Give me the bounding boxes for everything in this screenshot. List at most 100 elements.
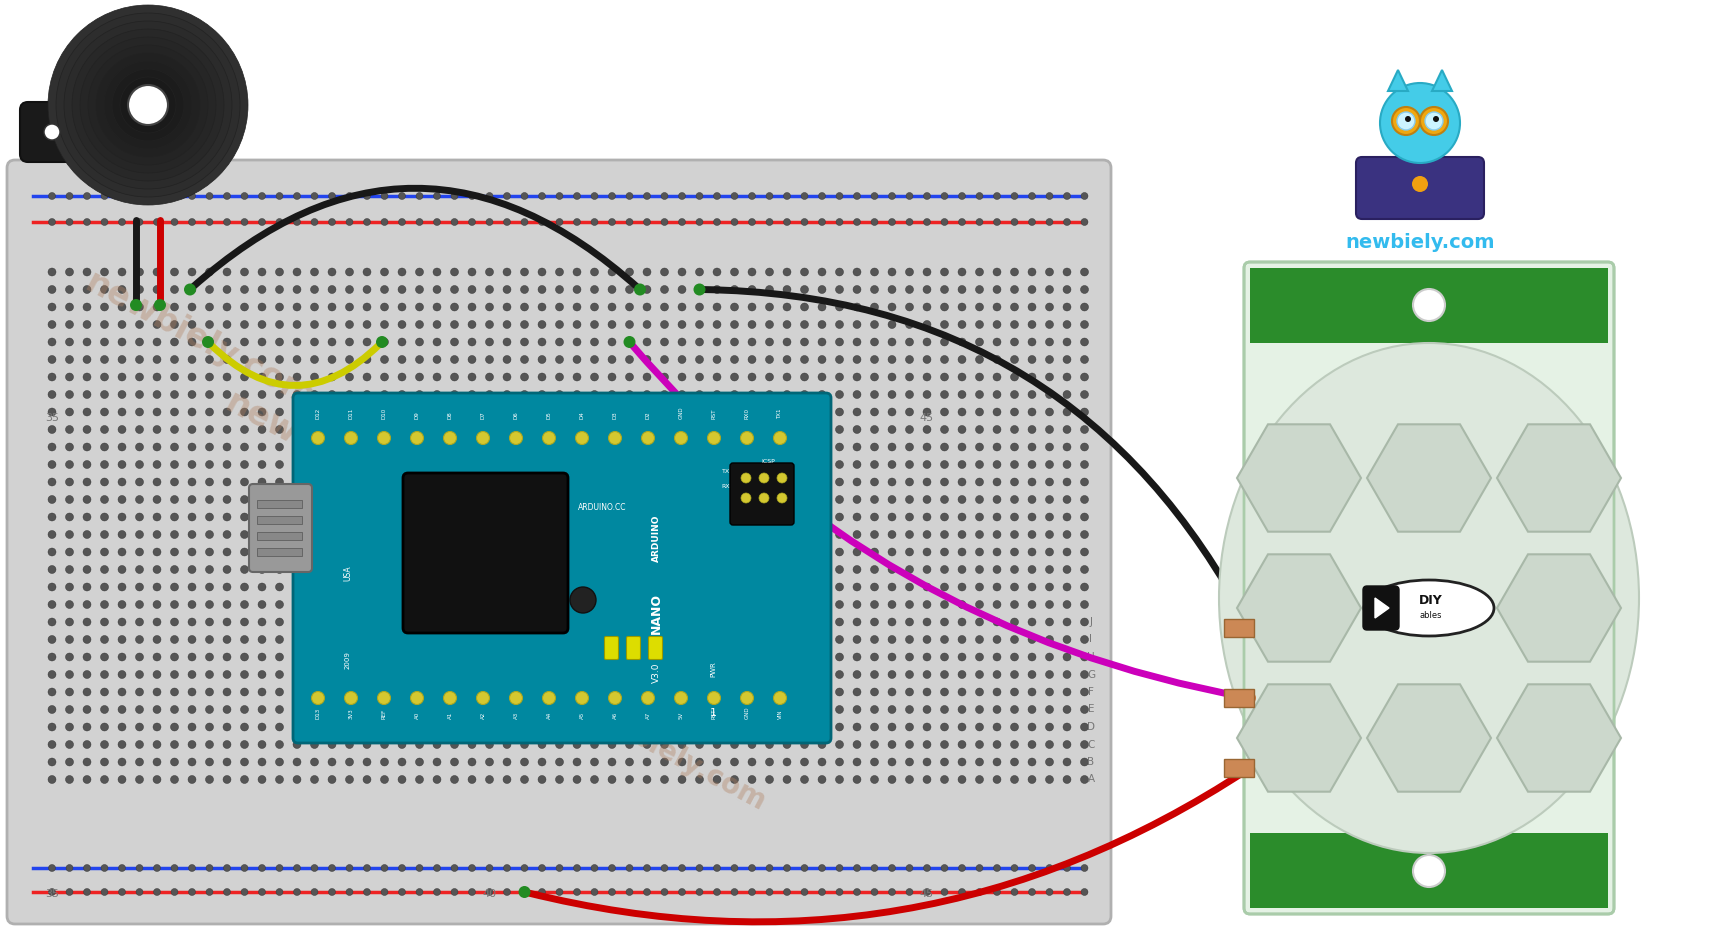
Circle shape	[678, 618, 685, 626]
Circle shape	[940, 618, 948, 626]
Circle shape	[696, 268, 704, 276]
Circle shape	[1029, 320, 1036, 328]
Circle shape	[154, 299, 166, 311]
Circle shape	[800, 303, 808, 311]
Circle shape	[1046, 495, 1053, 503]
Circle shape	[940, 775, 948, 784]
Circle shape	[573, 425, 581, 434]
Circle shape	[608, 723, 615, 731]
Circle shape	[432, 513, 441, 521]
Circle shape	[135, 723, 144, 731]
Circle shape	[608, 741, 615, 748]
Circle shape	[625, 478, 634, 486]
Circle shape	[504, 864, 511, 871]
Circle shape	[660, 670, 668, 678]
Circle shape	[502, 670, 511, 678]
Circle shape	[749, 356, 755, 363]
Circle shape	[311, 495, 318, 503]
Circle shape	[643, 775, 651, 784]
Circle shape	[415, 495, 424, 503]
Circle shape	[451, 219, 458, 225]
Circle shape	[84, 600, 91, 609]
Circle shape	[205, 670, 214, 678]
Circle shape	[853, 775, 861, 784]
Circle shape	[1046, 443, 1053, 451]
Circle shape	[65, 443, 73, 451]
Circle shape	[205, 741, 214, 748]
Circle shape	[959, 723, 966, 731]
Circle shape	[205, 531, 214, 538]
Circle shape	[222, 478, 231, 486]
Circle shape	[923, 443, 931, 451]
Circle shape	[591, 408, 598, 416]
Circle shape	[468, 670, 477, 678]
Circle shape	[1029, 373, 1036, 381]
Circle shape	[345, 566, 354, 573]
Circle shape	[345, 425, 354, 434]
FancyBboxPatch shape	[605, 636, 619, 659]
Circle shape	[258, 548, 267, 556]
Circle shape	[188, 391, 197, 398]
Circle shape	[65, 478, 73, 486]
Circle shape	[415, 531, 424, 538]
Circle shape	[468, 758, 477, 766]
Circle shape	[1029, 268, 1036, 276]
Circle shape	[451, 635, 458, 644]
Circle shape	[101, 618, 108, 626]
Circle shape	[171, 888, 178, 896]
Circle shape	[398, 670, 407, 678]
Circle shape	[222, 531, 231, 538]
Circle shape	[1010, 688, 1019, 696]
Circle shape	[555, 338, 564, 346]
Circle shape	[432, 285, 441, 294]
Circle shape	[432, 495, 441, 503]
FancyBboxPatch shape	[7, 160, 1111, 924]
Circle shape	[783, 192, 791, 200]
Circle shape	[137, 192, 144, 200]
Circle shape	[468, 653, 477, 661]
Circle shape	[959, 478, 966, 486]
Circle shape	[836, 775, 844, 784]
Circle shape	[48, 688, 56, 696]
Circle shape	[783, 356, 791, 363]
Circle shape	[345, 618, 354, 626]
Circle shape	[696, 408, 704, 416]
Circle shape	[923, 741, 931, 748]
Circle shape	[154, 548, 161, 556]
Circle shape	[118, 408, 126, 416]
Circle shape	[1010, 758, 1019, 766]
Circle shape	[258, 425, 267, 434]
Circle shape	[381, 653, 388, 661]
Circle shape	[940, 741, 948, 748]
Circle shape	[432, 653, 441, 661]
Circle shape	[362, 706, 371, 713]
Circle shape	[432, 338, 441, 346]
Circle shape	[502, 338, 511, 346]
Circle shape	[101, 495, 108, 503]
Circle shape	[783, 864, 791, 871]
Circle shape	[205, 373, 214, 381]
Text: A1: A1	[448, 711, 453, 719]
Circle shape	[906, 670, 914, 678]
Circle shape	[959, 513, 966, 521]
Circle shape	[275, 408, 284, 416]
Circle shape	[275, 460, 284, 469]
Circle shape	[1063, 425, 1072, 434]
Circle shape	[742, 473, 750, 483]
Circle shape	[135, 338, 144, 346]
Circle shape	[275, 495, 284, 503]
Circle shape	[222, 320, 231, 328]
Circle shape	[275, 219, 284, 225]
Circle shape	[188, 495, 197, 503]
Circle shape	[328, 460, 337, 469]
Circle shape	[154, 513, 161, 521]
Circle shape	[171, 635, 178, 644]
Circle shape	[660, 618, 668, 626]
Circle shape	[509, 691, 523, 705]
Circle shape	[959, 583, 966, 591]
Circle shape	[555, 635, 564, 644]
Circle shape	[84, 391, 91, 398]
Circle shape	[906, 600, 914, 609]
Circle shape	[678, 391, 685, 398]
Circle shape	[1396, 112, 1415, 130]
